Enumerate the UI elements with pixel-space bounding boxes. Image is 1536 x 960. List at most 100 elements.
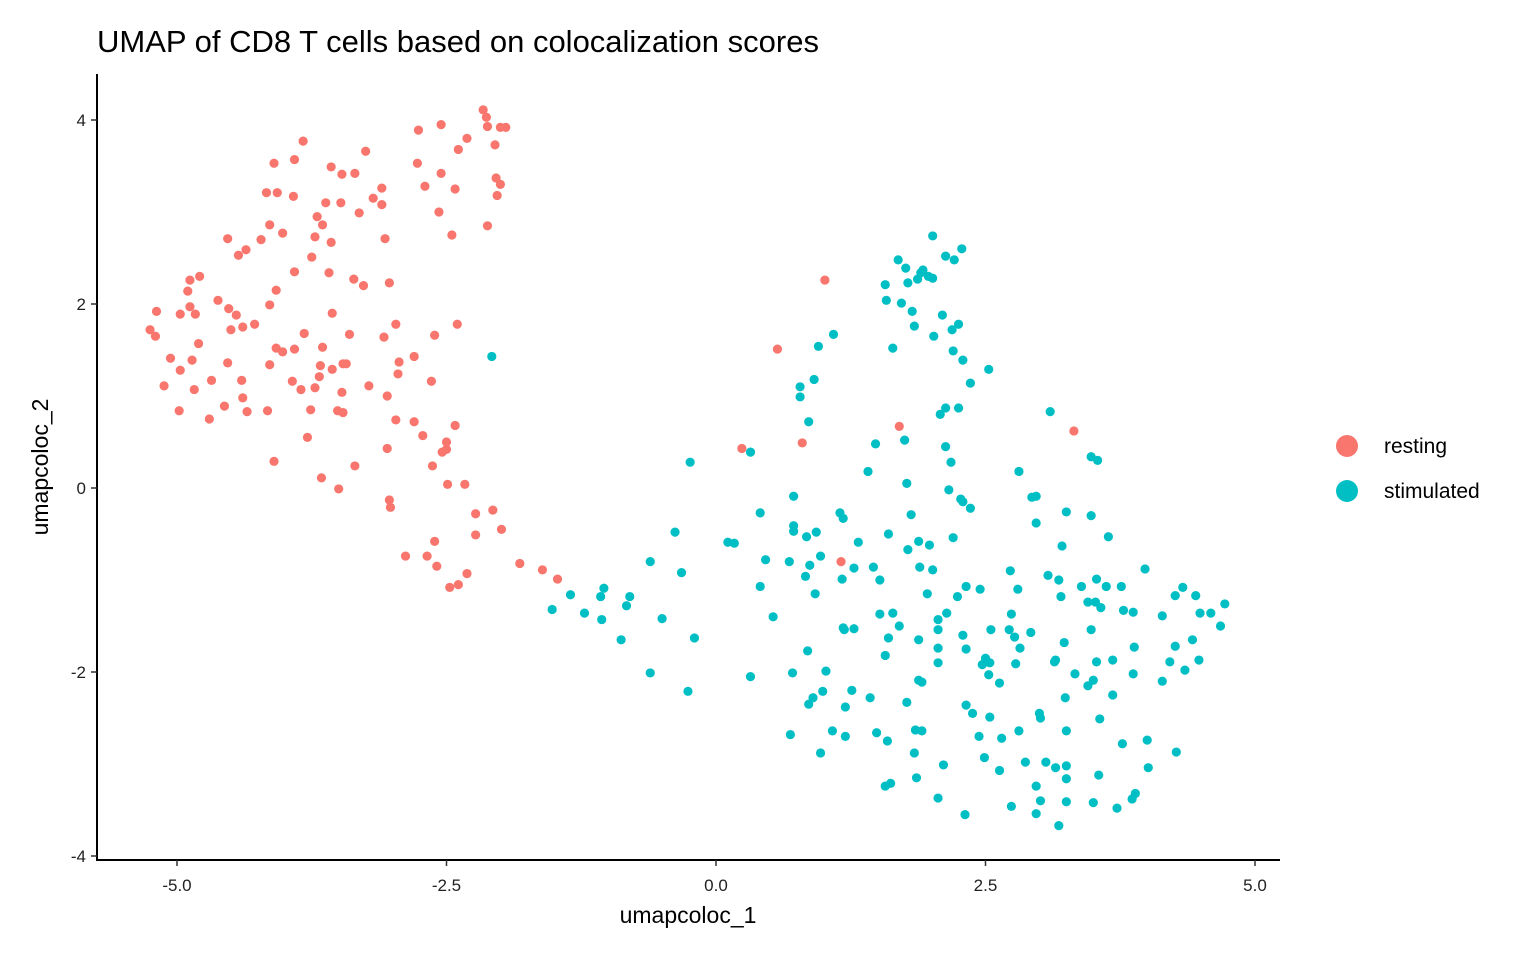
point-stimulated bbox=[961, 581, 971, 592]
point-stimulated bbox=[1050, 763, 1061, 773]
point-resting bbox=[385, 502, 396, 512]
point-stimulated bbox=[676, 568, 687, 578]
x-tick-label: 0.0 bbox=[704, 876, 728, 895]
point-stimulated bbox=[1091, 657, 1102, 667]
point-stimulated bbox=[1083, 681, 1093, 691]
point-stimulated bbox=[935, 409, 945, 419]
point-stimulated bbox=[815, 748, 826, 758]
point-resting bbox=[427, 461, 438, 471]
point-resting bbox=[302, 432, 313, 442]
point-stimulated bbox=[1061, 774, 1071, 784]
point-stimulated bbox=[953, 319, 964, 329]
point-resting bbox=[223, 358, 233, 368]
point-stimulated bbox=[958, 630, 968, 640]
point-stimulated bbox=[1054, 821, 1064, 831]
point-resting bbox=[344, 329, 355, 339]
point-stimulated bbox=[868, 562, 878, 572]
x-tick-label: 5.0 bbox=[1243, 876, 1267, 895]
point-resting bbox=[204, 414, 214, 424]
point-stimulated bbox=[849, 624, 859, 634]
point-stimulated bbox=[928, 273, 938, 283]
point-stimulated bbox=[865, 693, 875, 703]
point-stimulated bbox=[909, 748, 919, 758]
point-stimulated bbox=[961, 700, 971, 710]
point-resting bbox=[436, 120, 446, 130]
point-stimulated bbox=[811, 527, 821, 537]
point-resting bbox=[462, 133, 472, 143]
point-stimulated bbox=[984, 670, 994, 680]
point-stimulated bbox=[789, 491, 799, 501]
point-stimulated bbox=[902, 697, 912, 707]
point-stimulated bbox=[928, 231, 938, 241]
point-stimulated bbox=[1020, 757, 1030, 767]
point-resting bbox=[223, 234, 233, 244]
point-stimulated bbox=[683, 686, 693, 696]
point-resting bbox=[393, 369, 403, 379]
point-resting bbox=[413, 125, 424, 135]
point-stimulated bbox=[785, 729, 795, 740]
x-tick-label: -5.0 bbox=[162, 876, 191, 895]
point-stimulated bbox=[929, 331, 939, 341]
point-resting bbox=[426, 376, 437, 386]
point-stimulated bbox=[893, 255, 903, 265]
point-resting bbox=[213, 295, 223, 305]
point-resting bbox=[488, 505, 498, 515]
point-resting bbox=[185, 302, 195, 312]
point-stimulated bbox=[957, 244, 967, 254]
legend-label-stimulated: stimulated bbox=[1384, 480, 1480, 503]
point-resting bbox=[326, 162, 336, 172]
point-resting bbox=[382, 443, 392, 454]
point-stimulated bbox=[616, 635, 626, 645]
point-stimulated bbox=[1057, 541, 1067, 551]
point-stimulated bbox=[915, 562, 925, 572]
point-stimulated bbox=[967, 708, 978, 719]
point-resting bbox=[350, 461, 360, 471]
point-stimulated bbox=[1045, 407, 1055, 417]
point-stimulated bbox=[1096, 603, 1106, 613]
point-stimulated bbox=[911, 773, 922, 783]
point-resting bbox=[271, 285, 281, 295]
point-resting bbox=[289, 344, 300, 354]
point-resting bbox=[471, 509, 481, 519]
point-stimulated bbox=[596, 591, 606, 602]
point-stimulated bbox=[888, 343, 898, 353]
point-stimulated bbox=[880, 650, 890, 661]
point-resting bbox=[441, 437, 452, 447]
point-stimulated bbox=[1191, 591, 1201, 601]
point-resting bbox=[471, 530, 481, 540]
point-resting bbox=[327, 308, 337, 318]
point-stimulated bbox=[1004, 625, 1014, 635]
y-tick-label: 0 bbox=[77, 479, 86, 498]
point-stimulated bbox=[840, 702, 850, 712]
y-tick-label: -2 bbox=[71, 663, 86, 682]
point-stimulated bbox=[1170, 591, 1180, 601]
point-resting bbox=[185, 275, 195, 285]
point-stimulated bbox=[952, 591, 963, 602]
point-stimulated bbox=[903, 545, 913, 555]
point-resting bbox=[430, 536, 440, 546]
y-tick-label: -4 bbox=[71, 847, 86, 866]
point-stimulated bbox=[965, 503, 976, 513]
point-resting bbox=[409, 417, 419, 427]
point-stimulated bbox=[821, 666, 831, 676]
point-resting bbox=[296, 384, 306, 395]
point-resting bbox=[1069, 426, 1079, 436]
point-stimulated bbox=[645, 668, 655, 678]
point-stimulated bbox=[849, 563, 859, 573]
point-stimulated bbox=[1006, 801, 1016, 811]
point-stimulated bbox=[937, 310, 947, 320]
point-resting bbox=[317, 342, 328, 352]
point-stimulated bbox=[689, 633, 700, 643]
point-stimulated bbox=[840, 731, 850, 742]
point-stimulated bbox=[1041, 757, 1051, 767]
point-resting bbox=[233, 250, 244, 260]
point-resting bbox=[310, 232, 320, 242]
point-stimulated bbox=[947, 325, 957, 335]
point-stimulated bbox=[813, 341, 824, 351]
point-resting bbox=[334, 484, 344, 494]
point-resting bbox=[492, 190, 502, 201]
point-resting bbox=[460, 479, 470, 489]
point-resting bbox=[219, 401, 230, 411]
point-stimulated bbox=[599, 583, 609, 593]
point-resting bbox=[368, 193, 378, 203]
